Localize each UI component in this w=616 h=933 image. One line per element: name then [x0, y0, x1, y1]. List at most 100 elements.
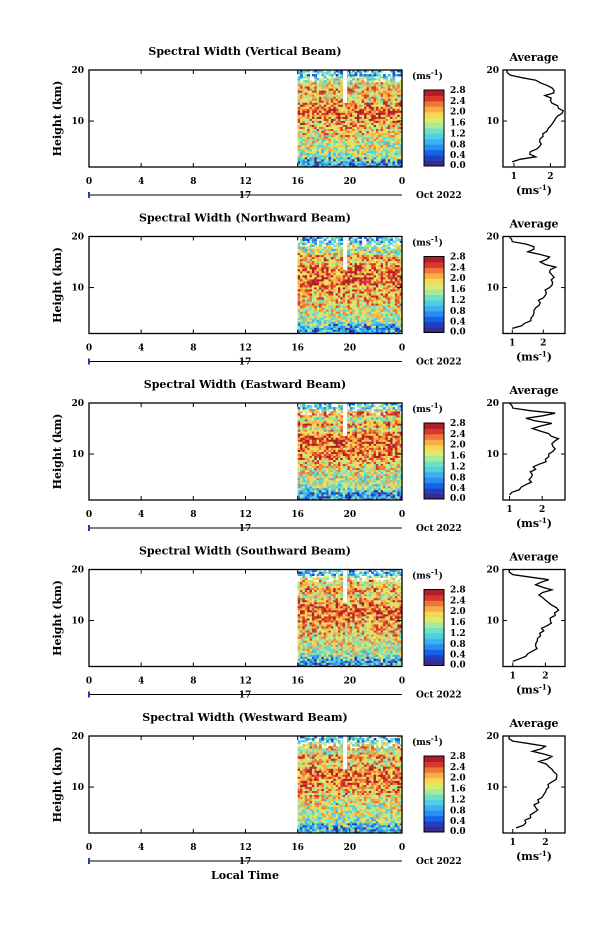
heatmap-cell [397, 74, 400, 76]
heatmap-cell [310, 243, 313, 245]
colorbar-tick-label: 2.4 [450, 97, 466, 107]
heatmap-cell [300, 82, 303, 84]
average-x-tick-label: 1 [511, 172, 517, 182]
heatmap-cell [397, 245, 400, 247]
date-bar-marker [88, 359, 90, 365]
heatmap-cell [350, 249, 353, 251]
heatmap-cell [393, 245, 396, 247]
average-unit: (ms-1) [516, 350, 552, 364]
heatmap-cell [300, 247, 303, 249]
x-tick-label: 4 [138, 344, 144, 354]
heatmap-cell [397, 239, 400, 241]
colorbar-swatch [424, 284, 444, 290]
heatmap-cell [369, 74, 372, 76]
heatmap-cell [383, 82, 386, 84]
y-axis-label: Height (km) [51, 81, 64, 157]
heatmap-cell [331, 74, 334, 76]
x-tick-label: 0 [399, 177, 405, 187]
y-tick-label: 20 [71, 66, 84, 76]
colorbar-tick-label: 0.4 [450, 318, 466, 328]
heatmap-cell [376, 78, 379, 80]
heatmap-cell [381, 247, 384, 249]
heatmap-cell [324, 72, 327, 74]
average-profile-line [507, 70, 564, 162]
colorbar-unit: (ms-1) [412, 68, 443, 82]
heatmap-cell [350, 80, 353, 82]
heatmap-cell [314, 239, 317, 241]
colorbar-tick-label: 2.8 [450, 86, 466, 96]
colorbar-swatch [424, 257, 444, 263]
heatmap-cell [319, 78, 322, 80]
colorbar-tick-label: 2.4 [450, 263, 466, 273]
heatmap-cell [333, 249, 336, 251]
heatmap-cell [305, 80, 308, 82]
heatmap-cell [314, 74, 317, 76]
average-title: Average [508, 218, 558, 231]
colorbar-unit: (ms-1) [412, 235, 443, 249]
heatmap-cell [376, 82, 379, 84]
x-tick-label: 8 [190, 177, 196, 187]
colorbar-tick-label: 0.0 [450, 328, 466, 338]
colorbar-swatch [424, 322, 444, 328]
heatmap-cell [364, 245, 367, 247]
heatmap-cell [393, 249, 396, 251]
date-label: Oct 2022 [416, 191, 462, 201]
colorbar-swatch [424, 139, 444, 145]
colorbar-swatch [424, 273, 444, 279]
average-x-tick-label: 1 [509, 339, 515, 349]
heatmap-cell [307, 74, 310, 76]
average-x-tick-label: 2 [540, 339, 546, 349]
data-gap [343, 69, 347, 103]
colorbar-tick-label: 2.0 [450, 274, 466, 284]
heatmap-cell [388, 74, 391, 76]
average-y-tick-label: 20 [486, 233, 499, 243]
heatmap-cell [390, 249, 393, 251]
colorbar-swatch [424, 305, 444, 311]
heatmap-cell [385, 245, 388, 247]
average-x-tick-label: 2 [547, 172, 553, 182]
panel-0: Spectral Width (Vertical Beam)Height (km… [51, 45, 565, 201]
heatmap-cell [390, 243, 393, 245]
y-tick-label: 10 [71, 284, 84, 294]
x-tick-label: 16 [291, 177, 304, 187]
x-tick-label: 0 [86, 177, 92, 187]
colorbar-tick-label: 0.8 [450, 307, 466, 317]
heatmap-cell [374, 245, 377, 247]
heatmap-cell [321, 247, 324, 249]
heatmap-cell [381, 82, 384, 84]
heatmap-cell [333, 78, 336, 80]
average-profile-line [509, 237, 556, 329]
colorbar-tick-label: 0.4 [450, 151, 466, 161]
heatmap-cell [336, 243, 339, 245]
heatmap-cell [395, 74, 398, 76]
heatmap-cell [388, 239, 391, 241]
heatmap-cell [347, 74, 350, 76]
heatmap-cell [378, 241, 381, 243]
heatmap-cell [298, 243, 301, 245]
colorbar-swatch [424, 289, 444, 295]
heatmap-cell [352, 239, 355, 241]
colorbar-swatch [424, 267, 444, 273]
colorbar-swatch [424, 155, 444, 161]
heatmap-cell [395, 82, 398, 84]
heatmap-cell [319, 241, 322, 243]
colorbar-swatch [424, 278, 444, 284]
y-tick-label: 20 [71, 233, 84, 243]
colorbar-swatch [424, 106, 444, 112]
panel-1: Spectral Width (Northward Beam)Height (k… [51, 212, 565, 368]
heatmap-cell [371, 247, 374, 249]
heatmap-cell [366, 74, 369, 76]
colorbar-tick-label: 2.8 [450, 253, 466, 263]
colorbar-swatch [424, 316, 444, 322]
heatmap-cell [312, 249, 315, 251]
heatmap-cell [317, 247, 320, 249]
heatmap-cell [340, 243, 343, 245]
x-tick-label: 4 [138, 177, 144, 187]
heatmap-cell [362, 247, 365, 249]
heatmap-cell [307, 247, 310, 249]
heatmap-cell [326, 78, 329, 80]
heatmap-cell [333, 245, 336, 247]
date-label: Oct 2022 [416, 358, 462, 368]
average-y-tick-label: 10 [486, 117, 499, 127]
